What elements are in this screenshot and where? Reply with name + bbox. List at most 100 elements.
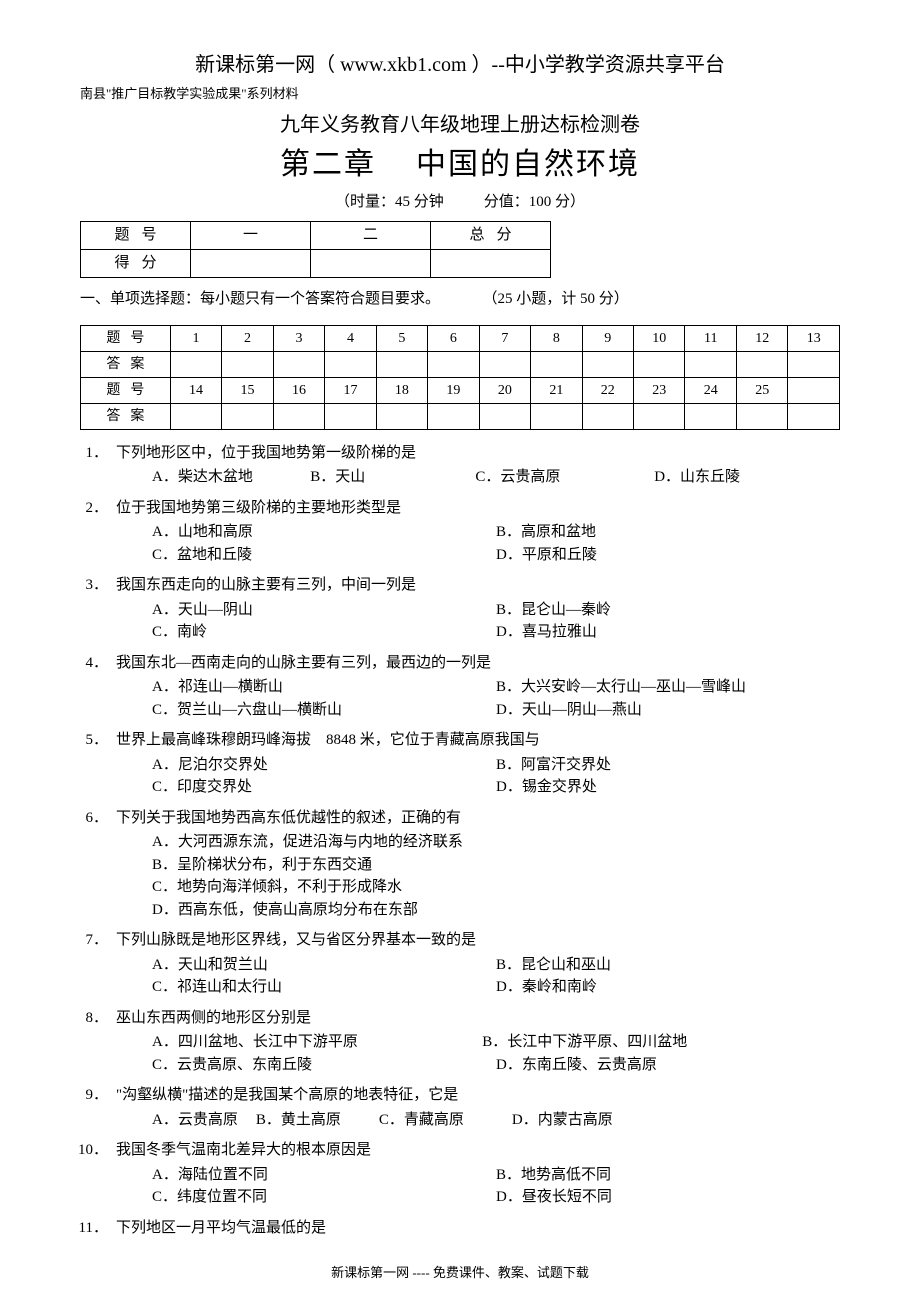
table-row: 得分 (81, 250, 551, 278)
series-label: 南县"推广目标教学实验成果"系列材料 (80, 84, 840, 104)
cell: 16 (273, 377, 324, 403)
exam-title-line2: 第二章 中国的自然环境 (80, 142, 840, 187)
question-8: 8．巫山东西两侧的地形区分别是 A．四川盆地、长江中下游平原B．长江中下游平原、… (80, 1007, 840, 1077)
question-stem: 巫山东西两侧的地形区分别是 (116, 1010, 311, 1026)
cell: 24 (685, 377, 736, 403)
cell: 9 (582, 325, 633, 351)
option-d: D．天山—阴山—燕山 (496, 699, 840, 722)
page-footer: 新课标第一网 ---- 免费课件、教案、试题下载 (80, 1263, 840, 1283)
cell: 5 (376, 325, 427, 351)
question-stem: 我国东北—西南走向的山脉主要有三列，最西边的一列是 (116, 655, 491, 671)
cell: 14 (170, 377, 221, 403)
cell: 二 (311, 222, 431, 250)
cell[interactable] (685, 403, 736, 429)
question-stem: 世界上最高峰珠穆朗玛峰海拔 8848 米，它位于青藏高原我国与 (116, 732, 540, 748)
cell[interactable] (376, 351, 427, 377)
exam-title-line1: 九年义务教育八年级地理上册达标检测卷 (80, 110, 840, 140)
cell[interactable] (222, 351, 273, 377)
cell: 题号 (81, 222, 191, 250)
cell[interactable] (736, 351, 787, 377)
chapter-name: 中国的自然环境 (416, 148, 640, 181)
cell: 11 (685, 325, 736, 351)
cell: 7 (479, 325, 530, 351)
cell (788, 377, 840, 403)
cell: 20 (479, 377, 530, 403)
cell[interactable] (582, 351, 633, 377)
option-c: C．云贵高原、东南丘陵 (152, 1054, 496, 1077)
option-a: A．大河西源东流，促进沿海与内地的经济联系 (152, 831, 840, 854)
cell[interactable] (685, 351, 736, 377)
cell[interactable] (191, 250, 311, 278)
cell[interactable] (222, 403, 273, 429)
option-a: A．云贵高原 (152, 1109, 238, 1132)
chapter-number: 第二章 (280, 148, 376, 181)
cell[interactable] (479, 351, 530, 377)
option-b: B．地势高低不同 (496, 1164, 840, 1187)
option-b: B．昆仑山和巫山 (496, 954, 840, 977)
table-row: 题号 1 2 3 4 5 6 7 8 9 10 11 12 13 (81, 325, 840, 351)
table-row: 答案 (81, 351, 840, 377)
cell: 19 (428, 377, 479, 403)
cell[interactable] (428, 351, 479, 377)
cell[interactable] (428, 403, 479, 429)
cell: 2 (222, 325, 273, 351)
cell: 题号 (81, 325, 171, 351)
cell: 总分 (431, 222, 551, 250)
question-2: 2．位于我国地势第三级阶梯的主要地形类型是 A．山地和高原B．高原和盆地 C．盆… (80, 497, 840, 567)
section-1-heading: 一、单项选择题：每小题只有一个答案符合题目要求。（25 小题，计 50 分） (80, 288, 840, 311)
option-a: A．祁连山—横断山 (152, 676, 496, 699)
cell[interactable] (634, 403, 685, 429)
question-4: 4．我国东北—西南走向的山脉主要有三列，最西边的一列是 A．祁连山—横断山B．大… (80, 652, 840, 722)
question-stem: 我国东西走向的山脉主要有三列，中间一列是 (116, 577, 416, 593)
cell[interactable] (531, 403, 582, 429)
option-c: C．盆地和丘陵 (152, 544, 496, 567)
cell[interactable] (736, 403, 787, 429)
cell[interactable] (376, 403, 427, 429)
cell: 21 (531, 377, 582, 403)
question-stem: 我国冬季气温南北差异大的根本原因是 (116, 1142, 371, 1158)
cell[interactable] (788, 403, 840, 429)
cell[interactable] (325, 403, 376, 429)
table-row: 答案 (81, 403, 840, 429)
question-9: 9．"沟壑纵横"描述的是我国某个高原的地表特征，它是 A．云贵高原 B．黄土高原… (80, 1084, 840, 1131)
cell: 1 (170, 325, 221, 351)
cell[interactable] (431, 250, 551, 278)
option-a: A．尼泊尔交界处 (152, 754, 496, 777)
question-5: 5．世界上最高峰珠穆朗玛峰海拔 8848 米，它位于青藏高原我国与 A．尼泊尔交… (80, 729, 840, 799)
option-c: C．地势向海洋倾斜，不利于形成降水 (152, 876, 840, 899)
option-b: B．高原和盆地 (496, 521, 840, 544)
option-c: C．南岭 (152, 621, 496, 644)
cell[interactable] (170, 403, 221, 429)
cell: 22 (582, 377, 633, 403)
cell: 得分 (81, 250, 191, 278)
option-c: C．贺兰山—六盘山—横断山 (152, 699, 496, 722)
answer-grid-table: 题号 1 2 3 4 5 6 7 8 9 10 11 12 13 答案 题号 1… (80, 325, 840, 430)
exam-meta: （时量：45 分钟分值：100 分） (80, 191, 840, 214)
option-a: A．天山—阴山 (152, 599, 496, 622)
question-10: 10．我国冬季气温南北差异大的根本原因是 A．海陆位置不同B．地势高低不同 C．… (80, 1139, 840, 1209)
question-stem: 位于我国地势第三级阶梯的主要地形类型是 (116, 500, 401, 516)
cell[interactable] (634, 351, 685, 377)
cell[interactable] (479, 403, 530, 429)
cell: 题号 (81, 377, 171, 403)
cell[interactable] (273, 403, 324, 429)
cell[interactable] (170, 351, 221, 377)
option-d: D．东南丘陵、云贵高原 (496, 1054, 840, 1077)
cell[interactable] (582, 403, 633, 429)
question-stem: "沟壑纵横"描述的是我国某个高原的地表特征，它是 (116, 1087, 458, 1103)
cell[interactable] (788, 351, 840, 377)
cell: 15 (222, 377, 273, 403)
option-d: D．昼夜长短不同 (496, 1186, 840, 1209)
cell[interactable] (325, 351, 376, 377)
cell[interactable] (273, 351, 324, 377)
question-stem: 下列山脉既是地形区界线，又与省区分界基本一致的是 (116, 932, 476, 948)
option-b: B．呈阶梯状分布，利于东西交通 (152, 854, 840, 877)
question-stem: 下列地区一月平均气温最低的是 (116, 1220, 326, 1236)
cell[interactable] (311, 250, 431, 278)
cell[interactable] (531, 351, 582, 377)
option-d: D．山东丘陵 (654, 466, 826, 489)
option-c: C．青藏高原 (379, 1109, 464, 1132)
option-a: A．海陆位置不同 (152, 1164, 496, 1187)
question-7: 7．下列山脉既是地形区界线，又与省区分界基本一致的是 A．天山和贺兰山B．昆仑山… (80, 929, 840, 999)
question-6: 6．下列关于我国地势西高东低优越性的叙述，正确的有 A．大河西源东流，促进沿海与… (80, 807, 840, 922)
